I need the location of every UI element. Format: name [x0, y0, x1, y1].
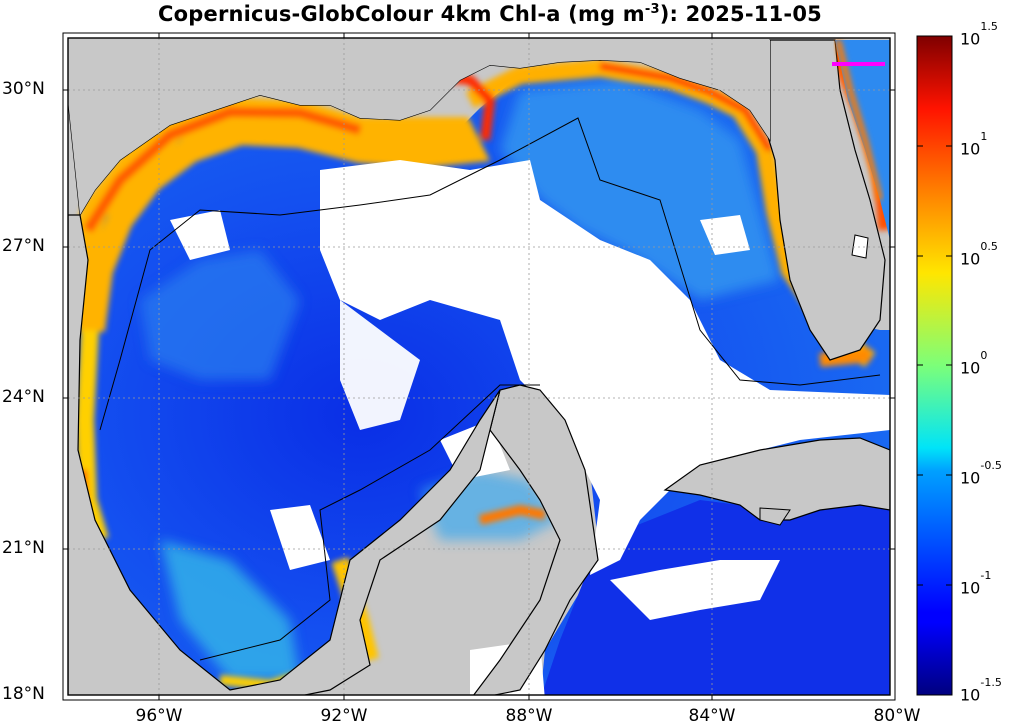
- lon-label-80: 80°W: [873, 706, 921, 726]
- florida-land: [759, 39, 886, 361]
- map-frame: [67, 37, 891, 696]
- lat-label-18: 18°N: [2, 684, 45, 704]
- lat-label-24: 24°N: [2, 387, 45, 407]
- graticule: [68, 38, 890, 695]
- colorbar-label-m1p5: 10-1.5: [960, 676, 1002, 705]
- lon-label-88: 88°W: [505, 706, 553, 726]
- colorbar-label-m1: 10-1: [960, 569, 992, 598]
- eez-boundary: [99, 117, 881, 431]
- title-suffix: ): 2025-11-05: [659, 2, 822, 26]
- map-title: Copernicus-GlobColour 4km Chl-a (mg m-3)…: [0, 2, 980, 26]
- colorbar-label-0: 100: [960, 349, 988, 378]
- title-exponent: -3: [644, 2, 660, 17]
- colorbar-label-1: 101: [960, 130, 988, 159]
- colorbar-label-1p5: 101.5: [960, 20, 998, 49]
- lon-label-84: 84°W: [688, 706, 736, 726]
- lat-label-27: 27°N: [2, 236, 45, 256]
- lat-label-30: 30°N: [2, 79, 45, 99]
- lon-label-96: 96°W: [135, 706, 183, 726]
- colorbar-label-m0p5: 10-0.5: [960, 459, 1002, 488]
- cuba-land: [663, 437, 890, 521]
- mid-chl-zones: [140, 80, 780, 680]
- colorbar-label-0p5: 100.5: [960, 240, 998, 269]
- title-prefix: Copernicus-GlobColour 4km Chl-a (mg m: [158, 2, 645, 26]
- lon-label-92: 92°W: [320, 706, 368, 726]
- lat-label-21: 21°N: [2, 538, 45, 558]
